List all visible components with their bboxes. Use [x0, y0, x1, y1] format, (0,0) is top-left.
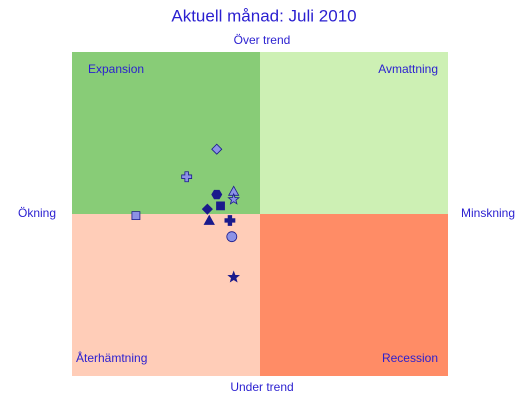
point — [203, 214, 215, 225]
quadrant — [72, 52, 260, 214]
top-label: Över trend — [234, 33, 291, 47]
quadrant-label: Avmattning — [378, 62, 438, 76]
point — [201, 203, 213, 215]
quadrant-label: Recession — [382, 351, 438, 365]
point — [211, 189, 223, 200]
point — [211, 143, 223, 155]
quadrant-label: Återhämtning — [76, 350, 147, 365]
point — [131, 211, 141, 221]
bottom-label: Under trend — [230, 380, 293, 394]
point — [226, 231, 238, 243]
left-label: Ökning — [18, 206, 56, 220]
point — [227, 270, 241, 283]
point — [227, 192, 241, 205]
chart-title: Aktuell månad: Juli 2010 — [171, 6, 356, 25]
right-label: Minskning — [461, 206, 515, 220]
quadrant — [260, 214, 448, 376]
point — [224, 215, 236, 226]
quadrant-label: Expansion — [88, 62, 144, 76]
point — [181, 171, 193, 183]
quadrant — [260, 52, 448, 214]
point — [216, 201, 225, 211]
